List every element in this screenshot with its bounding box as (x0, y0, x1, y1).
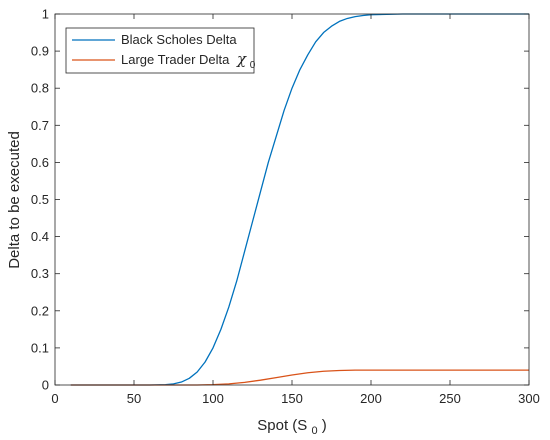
series-line-black-scholes (70, 13, 529, 386)
x-axis-label: Spot (S 0 ) (257, 417, 327, 438)
x-axis-label-close: ) (322, 417, 327, 434)
y-tick-label: 0.3 (31, 266, 49, 281)
y-tick-label: 0.5 (31, 192, 49, 207)
legend-symbol-subscript: 0 (250, 60, 256, 71)
legend-box (65, 27, 255, 74)
x-tick-label: 0 (51, 391, 58, 406)
legend-label-large-trader: Large Trader Delta χ 0 (121, 50, 256, 71)
y-tick-label: 1 (42, 7, 49, 22)
legend-symbol-chi: χ (236, 50, 247, 68)
y-tick-label: 0.4 (31, 229, 49, 244)
legend: Black Scholes Delta Large Trader Delta χ… (65, 27, 256, 74)
y-tick-label: 0.1 (31, 340, 49, 355)
y-tick-label: 0 (42, 378, 49, 393)
y-tick-label: 0.2 (31, 303, 49, 318)
y-axis-label: Delta to be executed (6, 131, 23, 269)
series-line-large-trader (70, 369, 529, 386)
x-axis-label-subscript: 0 (311, 425, 317, 437)
legend-label-large-trader-text: Large Trader Delta (121, 52, 230, 67)
x-axis-label-main: Spot (S (257, 417, 307, 434)
x-tick-label: 300 (518, 391, 540, 406)
plot-frame (54, 13, 530, 386)
x-tick-label: 200 (360, 391, 382, 406)
y-tick-label: 0.6 (31, 155, 49, 170)
y-tick-label: 0.7 (31, 118, 49, 133)
plot-area (55, 14, 529, 385)
x-tick-label: 150 (281, 391, 303, 406)
series-layer (70, 13, 529, 386)
ticks-layer: 0 50 100 150 200 250 300 0 0.1 0.2 0.3 0.4 0.5 0.6 0.7… (31, 7, 540, 407)
x-tick-label: 100 (202, 391, 224, 406)
y-tick-label: 0.8 (31, 81, 49, 96)
legend-label-black-scholes: Black Scholes Delta (121, 32, 237, 47)
y-tick-label: 0.9 (31, 44, 49, 59)
x-tick-label: 250 (439, 391, 461, 406)
x-tick-label: 50 (127, 391, 141, 406)
